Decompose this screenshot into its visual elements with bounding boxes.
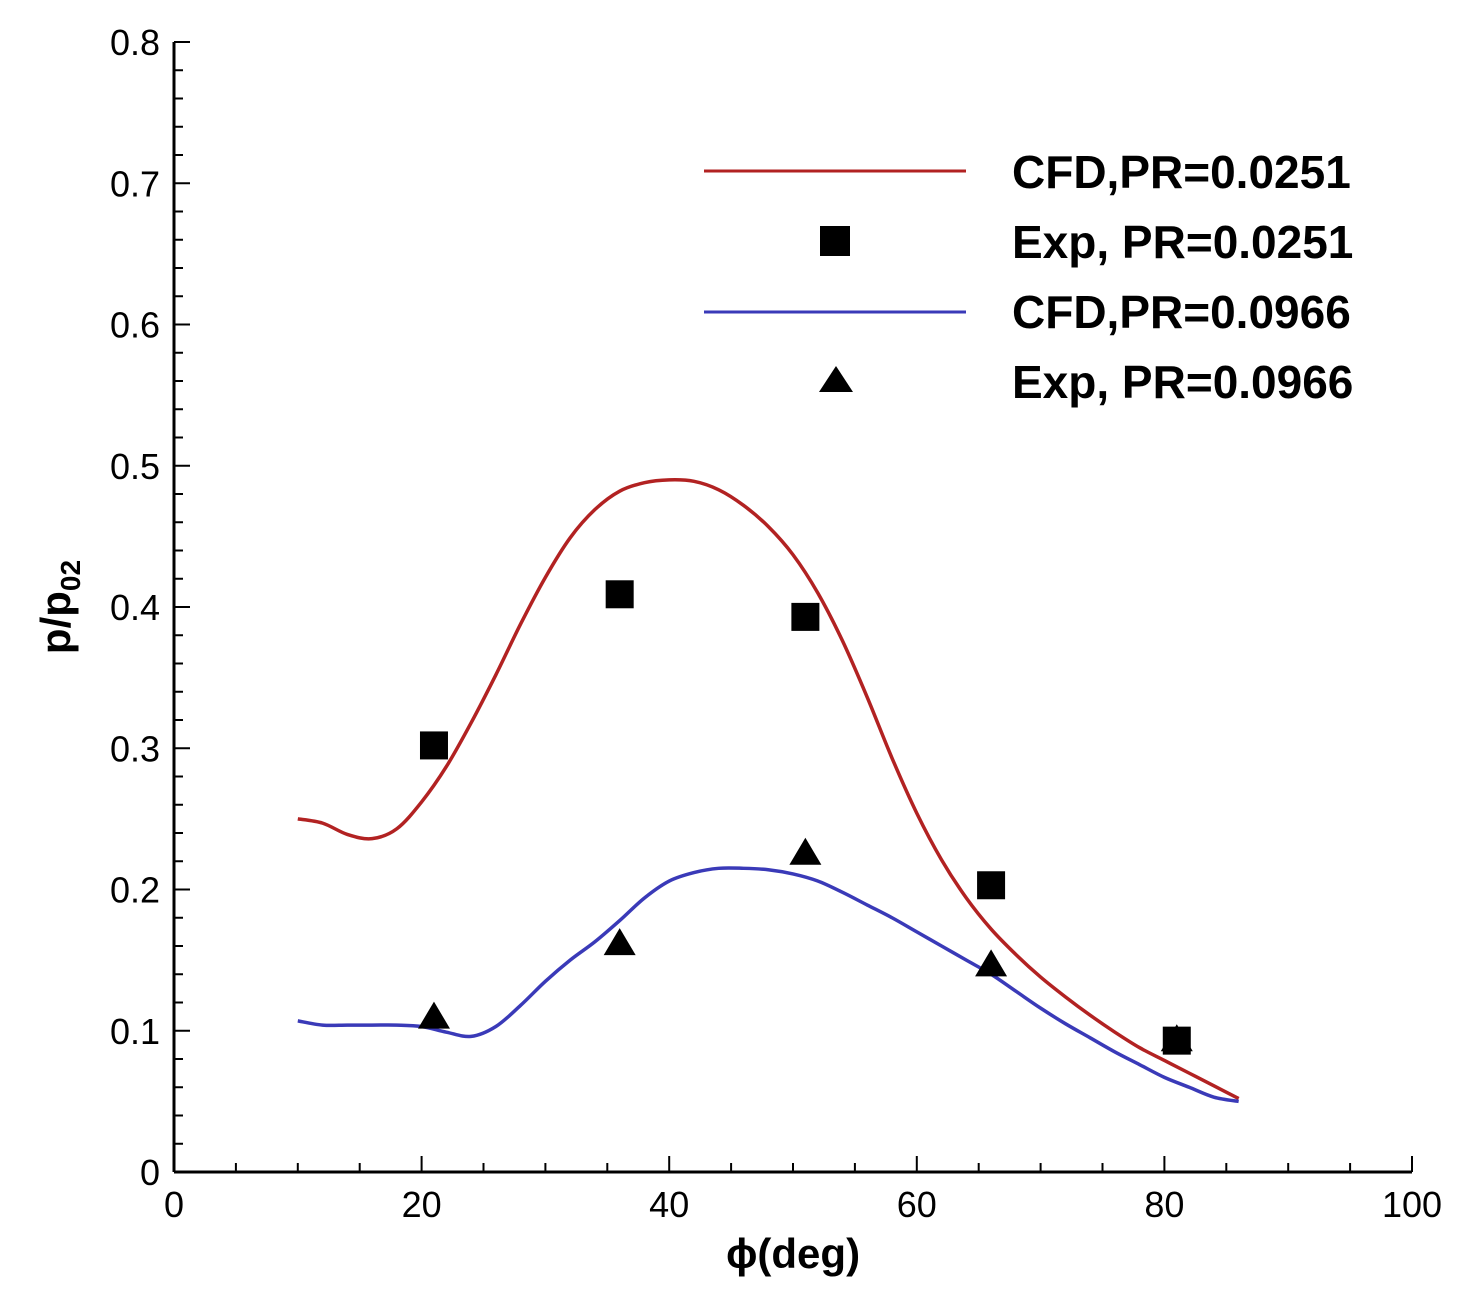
- legend-label-cfd-0251: CFD,PR=0.0251: [1012, 146, 1351, 198]
- x-tick-label: 40: [649, 1184, 689, 1225]
- tick-labels: 0 20 40 60 80 100 0 0.1 0.2 0.3 0.4 0.5 0.6 0.7 0.8: [110, 22, 1442, 1225]
- triangle-marker: [975, 949, 1008, 977]
- series-line-2: [297, 866, 1239, 1104]
- legend-label-exp-0966: Exp, PR=0.0966: [1012, 356, 1353, 408]
- legend-triangle-exp-0966: [819, 366, 853, 392]
- x-tick-label: 0: [164, 1184, 184, 1225]
- y-tick-label: 0.2: [110, 870, 160, 911]
- triangle-marker: [417, 1001, 450, 1029]
- y-tick-label: 0.7: [110, 163, 160, 204]
- legend-label-exp-0251: Exp, PR=0.0251: [1012, 216, 1353, 268]
- y-tick-label: 0.1: [110, 1011, 160, 1052]
- series-markers: [417, 580, 1193, 1055]
- triangle-marker: [1160, 1024, 1193, 1052]
- legend-square-exp-0251: [820, 226, 850, 256]
- x-tick-label: 20: [402, 1184, 442, 1225]
- square-marker: [419, 731, 448, 760]
- svg-text:p/p02: p/p02: [32, 560, 86, 654]
- triangle-marker: [603, 928, 636, 956]
- y-tick-label: 0.3: [110, 728, 160, 769]
- square-marker: [791, 602, 820, 631]
- square-marker: [605, 580, 634, 609]
- series-line-0: [297, 478, 1240, 1101]
- triangle-marker: [789, 837, 822, 865]
- x-tick-label: 100: [1382, 1184, 1442, 1225]
- axis-ticks: [173, 41, 1413, 1173]
- square-marker: [977, 871, 1006, 900]
- y-axis-title-sub: 02: [55, 560, 86, 591]
- x-tick-label: 80: [1144, 1184, 1184, 1225]
- y-tick-label: 0.5: [110, 446, 160, 487]
- series-lines: [297, 478, 1240, 1104]
- x-tick-label: 60: [897, 1184, 937, 1225]
- y-tick-label: 0.6: [110, 305, 160, 346]
- y-axis-title: p/p02: [32, 560, 86, 654]
- y-axis-title-main: p/p: [32, 591, 79, 654]
- legend-label-cfd-0966: CFD,PR=0.0966: [1012, 286, 1351, 338]
- legend: CFD,PR=0.0251 Exp, PR=0.0251 CFD,PR=0.09…: [704, 146, 1353, 408]
- x-axis-title: ϕ(deg): [726, 1230, 860, 1277]
- y-tick-label: 0.8: [110, 22, 160, 63]
- y-tick-label: 0: [140, 1152, 160, 1193]
- y-tick-label: 0.4: [110, 587, 160, 628]
